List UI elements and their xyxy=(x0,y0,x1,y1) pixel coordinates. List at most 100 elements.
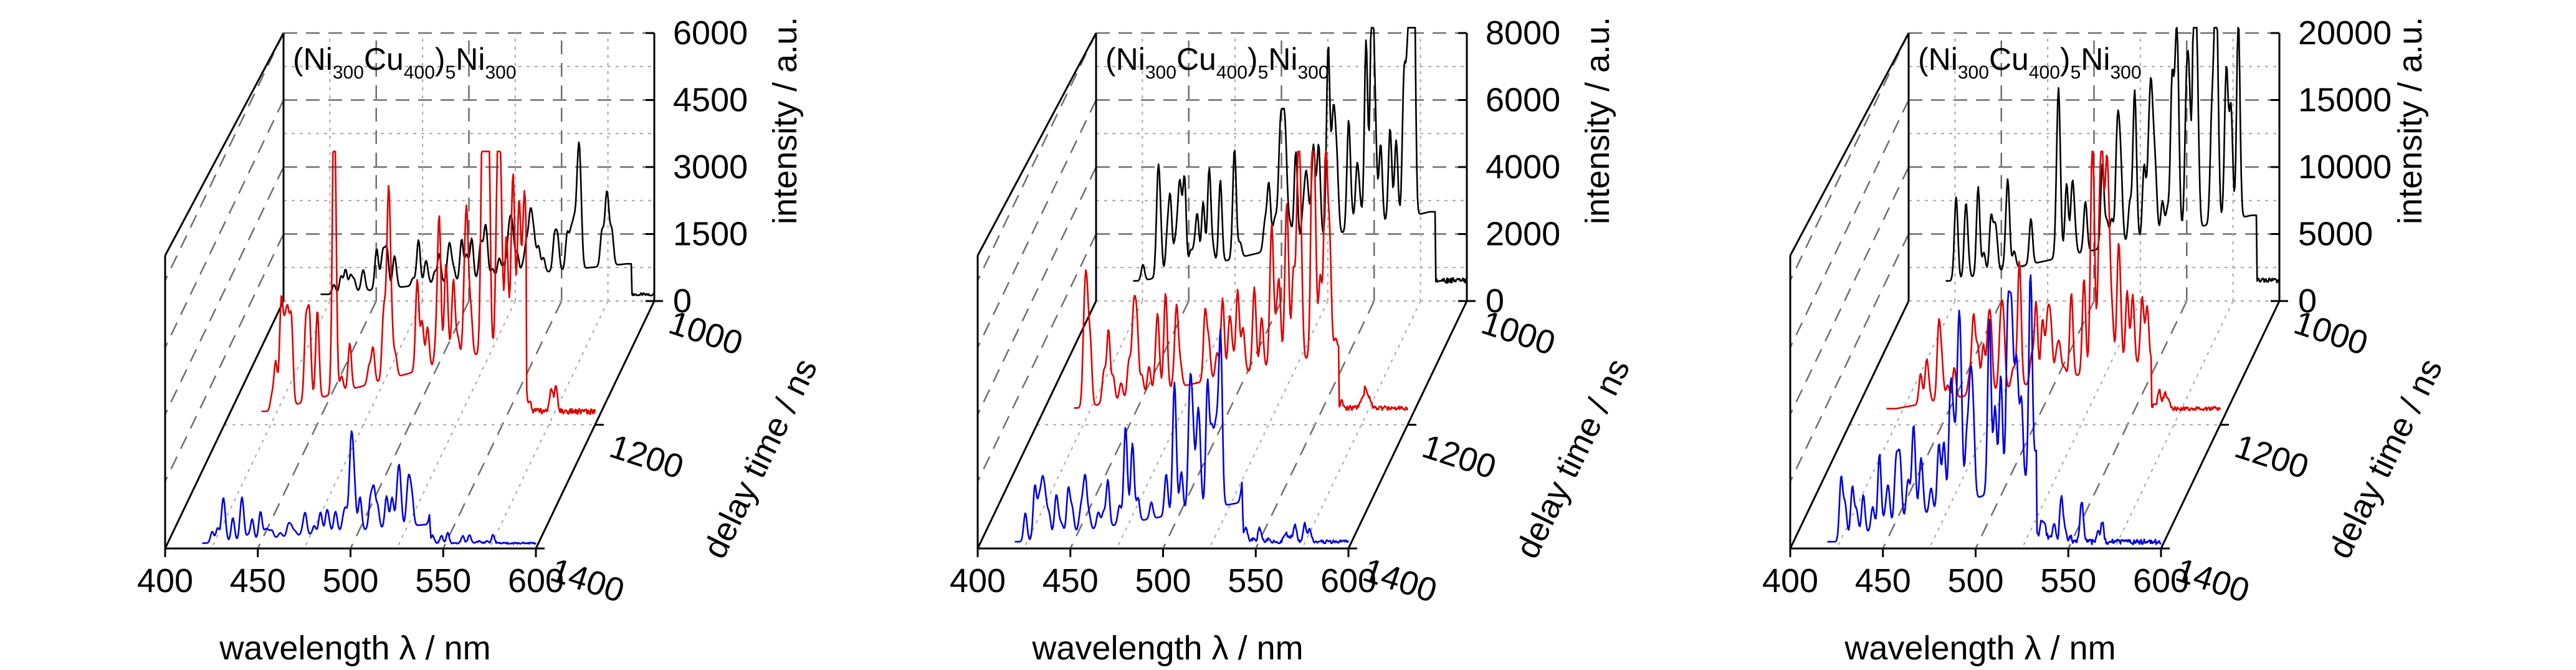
title-subscript: 300 xyxy=(2110,62,2141,83)
title-text: Ni xyxy=(456,42,485,77)
box-edge-left-floor xyxy=(976,300,1097,549)
title-subscript: 300 xyxy=(485,62,516,83)
title-subscript: 300 xyxy=(1958,62,1989,83)
x-tick-label: 450 xyxy=(1855,562,1911,600)
box-edge-top-left xyxy=(164,32,285,256)
grid-line-floor xyxy=(350,300,470,549)
series-line-delay-1000 xyxy=(1945,27,2280,284)
intensity-tick-label: 2000 xyxy=(1486,216,1560,253)
x-tick-label: 400 xyxy=(1762,562,1818,600)
grid-line-sidewall xyxy=(164,166,285,415)
x-tick-label: 500 xyxy=(1135,562,1191,600)
box-edge-top-left xyxy=(1789,32,1910,256)
x-tick-label: 600 xyxy=(1320,562,1376,600)
intensity-axis-title: intensity / a.u. xyxy=(2392,17,2429,224)
intensity-tick-label: 0 xyxy=(673,282,692,320)
box-edge-left-floor xyxy=(1789,300,1910,549)
intensity-tick-label: 6000 xyxy=(673,14,748,52)
grid xyxy=(164,32,656,549)
delay-tick-label: 1200 xyxy=(1418,428,1500,486)
title-subscript: 400 xyxy=(404,62,435,83)
intensity-tick-label: 15000 xyxy=(2298,82,2392,119)
title-text: Ni xyxy=(2081,42,2110,77)
title-subscript: 400 xyxy=(1216,62,1247,83)
x-tick-label: 450 xyxy=(230,562,286,600)
title-subscript: 400 xyxy=(2029,62,2060,83)
grid-line-sidewall xyxy=(976,99,1097,348)
grid-line-floor xyxy=(1069,300,1190,549)
series-line-delay-1000 xyxy=(320,141,655,297)
panel-title: (Ni300Cu400)5Ni300 xyxy=(1918,42,2142,83)
series-line-delay-1000 xyxy=(1133,27,1468,284)
title-text: (Ni xyxy=(1105,42,1145,77)
series-line-delay-1200 xyxy=(1886,150,2221,412)
series-line-delay-1200 xyxy=(261,150,596,415)
delay-axis-title: delay time / ns xyxy=(696,353,825,564)
title-text: Cu xyxy=(364,42,404,77)
grid-line-sidewall xyxy=(976,233,1097,482)
title-text: ) xyxy=(2060,42,2071,77)
x-axis-title: wavelength λ / nm xyxy=(1844,629,2116,667)
series-line-delay-1400 xyxy=(202,430,537,545)
intensity-tick-label: 3000 xyxy=(673,148,748,186)
delay-axis-title: delay time / ns xyxy=(1509,353,1638,564)
x-tick-label: 600 xyxy=(508,562,564,600)
grid-line-sidewall xyxy=(164,99,285,348)
grid-line-sidewall xyxy=(1789,233,1910,482)
delay-tick-label: 1400 xyxy=(2171,551,2254,610)
delay-tick-label: 1400 xyxy=(1358,551,1441,610)
grid-line-minor xyxy=(303,300,424,549)
intensity-tick-label: 6000 xyxy=(1486,82,1560,119)
title-subscript: 5 xyxy=(2071,62,2081,83)
grid-line-sidewall xyxy=(164,233,285,482)
axes xyxy=(1789,32,2288,557)
grid-line-minor xyxy=(1929,300,2049,549)
delay-axis-title: delay time / ns xyxy=(2321,353,2450,564)
x-axis-title: wavelength λ / nm xyxy=(1031,629,1303,667)
axes xyxy=(164,32,663,557)
x-tick-label: 400 xyxy=(137,562,193,600)
grid-line-minor xyxy=(1208,300,1329,549)
intensity-tick-label: 5000 xyxy=(2298,216,2373,253)
x-tick-label: 550 xyxy=(1228,562,1284,600)
grid-line-minor xyxy=(396,300,516,549)
intensity-tick-label: 1500 xyxy=(673,216,748,253)
grid-line-minor xyxy=(211,300,331,549)
x-axis-title: wavelength λ / nm xyxy=(219,629,490,667)
grid-line-sidewall xyxy=(1789,99,1910,348)
intensity-tick-label: 0 xyxy=(2298,282,2317,320)
intensity-tick-label: 0 xyxy=(1486,282,1504,320)
title-text: Cu xyxy=(1176,42,1216,77)
title-text: Cu xyxy=(1989,42,2029,77)
title-text: ) xyxy=(435,42,446,77)
grid-line-minor xyxy=(1301,300,1421,549)
x-tick-label: 450 xyxy=(1042,562,1099,600)
title-subscript: 300 xyxy=(1145,62,1176,83)
intensity-tick-label: 20000 xyxy=(2298,14,2392,52)
axes xyxy=(976,32,1476,557)
intensity-tick-label: 8000 xyxy=(1486,14,1560,52)
box-edge-top-left xyxy=(976,32,1097,256)
title-text: (Ni xyxy=(1918,42,1958,77)
delay-tick-label: 1200 xyxy=(605,428,688,486)
intensity-axis-title: intensity / a.u. xyxy=(1579,17,1616,224)
grid-line-floor xyxy=(257,300,377,549)
title-text: (Ni xyxy=(293,42,333,77)
delay-tick-label: 1400 xyxy=(546,551,629,610)
x-tick-label: 600 xyxy=(2133,562,2189,600)
title-subscript: 300 xyxy=(333,62,364,83)
x-tick-label: 400 xyxy=(950,562,1006,600)
intensity-tick-label: 10000 xyxy=(2298,148,2392,186)
panel-title: (Ni300Cu400)5Ni300 xyxy=(293,42,517,83)
grid-line-minor xyxy=(2021,300,2141,549)
grid-line-sidewall xyxy=(1789,166,1910,415)
grid-line-sidewall xyxy=(976,32,1097,281)
intensity-axis-title: intensity / a.u. xyxy=(766,17,804,224)
intensity-tick-label: 4500 xyxy=(673,82,748,119)
box-edge-left-floor xyxy=(164,300,285,549)
grid xyxy=(976,32,1468,549)
